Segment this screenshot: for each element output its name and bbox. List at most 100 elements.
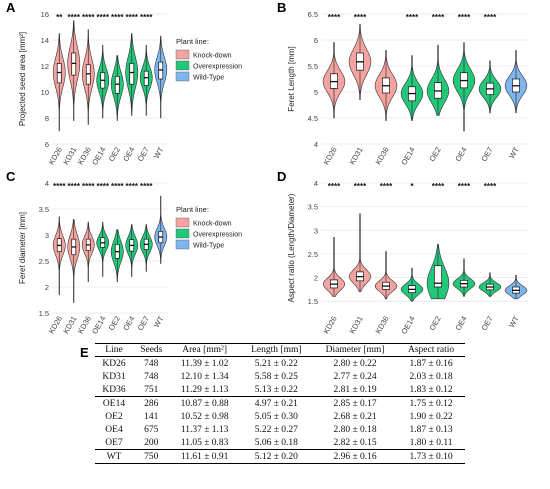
table-cell: 1.87 ± 0.16 xyxy=(409,358,453,369)
table-cell: 2.82 ± 0.15 xyxy=(333,437,377,448)
significance-label: **** xyxy=(328,13,341,22)
table-cell: OE14 xyxy=(95,396,133,410)
y-tick-label: 2.5 xyxy=(39,257,49,266)
x-tick-label: OE14 xyxy=(90,146,107,167)
x-tick-label: WT xyxy=(507,314,521,329)
significance-label: **** xyxy=(68,13,81,22)
table-row: OE7 200 11.05 ± 0.83 5.06 ± 0.18 2.82 ± 0.15… xyxy=(95,436,465,450)
table-cell: 2.80 ± 0.22 xyxy=(333,358,377,369)
x-tick-label: KD31 xyxy=(61,315,78,336)
violin-figure: A 6 8 10 12 14 16 Projected seed area [mm²] ** KD… xyxy=(6,0,529,336)
significance-label: **** xyxy=(140,13,153,22)
table-cell: WT xyxy=(95,449,133,464)
significance-label: **** xyxy=(82,182,95,191)
legend-label: Overexpression xyxy=(193,64,242,71)
table-cell: 2.81 ± 0.19 xyxy=(333,384,377,395)
table-cell: 2.68 ± 0.21 xyxy=(333,411,377,422)
box xyxy=(129,63,135,85)
y-tick-label: 10 xyxy=(41,88,49,97)
table-cell: 2.85 ± 0.17 xyxy=(312,396,398,410)
significance-label: **** xyxy=(458,13,471,22)
table-cell: 12.10 ± 1.34 xyxy=(180,371,229,382)
table-cell: 1.90 ± 0.22 xyxy=(409,411,453,422)
table-cell: 1.83 ± 0.12 xyxy=(409,384,453,395)
table-cell: OE7 xyxy=(105,437,123,448)
box xyxy=(434,265,442,288)
y-tick-label: 3.5 xyxy=(39,205,49,214)
legend-swatch xyxy=(175,239,190,250)
significance-label: **** xyxy=(126,13,139,22)
significance-label: **** xyxy=(354,182,367,191)
panel-A: A 6 8 10 12 14 16 Projected seed area [mm²] ** KD… xyxy=(6,0,168,167)
table-row: OE14 286 10.87 ± 0.88 4.97 ± 0.21 2.85 ± 0.1… xyxy=(95,396,465,410)
x-tick-label: WT xyxy=(152,314,166,329)
table-cell: 5.22 ± 0.27 xyxy=(254,424,298,435)
table-cell: 4.97 ± 0.21 xyxy=(239,396,313,410)
table-cell: 1.80 ± 0.11 xyxy=(409,437,453,448)
y-tick-label: 4 xyxy=(45,179,49,188)
table-cell: 5.21 ± 0.22 xyxy=(254,358,298,369)
significance-label: **** xyxy=(354,13,367,22)
significance-label: **** xyxy=(97,13,110,22)
table-cell: 11.05 ± 0.83 xyxy=(180,437,229,448)
panel-letter: C xyxy=(6,169,16,184)
panel-B: B 4 4.5 5 5.5 6 6.5 Feret Length [mm] **** KD26 **… xyxy=(277,0,529,167)
table-cell: 10.87 ± 0.88 xyxy=(169,396,240,410)
panel-letter-e: E xyxy=(80,345,89,360)
significance-label: **** xyxy=(380,182,393,191)
table-row: KD31 748 12.10 ± 1.34 5.58 ± 0.25 2.77 ± 0.2… xyxy=(95,370,465,383)
table-cell: OE2 xyxy=(105,411,123,422)
y-axis-label: Projected seed area [mm²] xyxy=(18,32,27,126)
legend-label: Knock-down xyxy=(193,53,232,60)
x-tick-label: OE4 xyxy=(453,315,468,333)
y-axis-label: Aspect ratio (Length/Diameter) xyxy=(287,193,296,302)
legend-title: Plant line: xyxy=(176,205,209,214)
significance-label: **** xyxy=(432,182,445,191)
significance-label: **** xyxy=(82,13,95,22)
significance-label: **** xyxy=(126,182,139,191)
significance-label: **** xyxy=(97,182,110,191)
table-cell: KD36 xyxy=(102,384,126,395)
x-tick-label: OE2 xyxy=(427,315,442,333)
table-cell: OE4 xyxy=(105,424,123,435)
x-tick-label: KD31 xyxy=(348,146,365,167)
table-cell: 1.87 ± 0.13 xyxy=(409,424,453,435)
y-tick-label: 1.5 xyxy=(39,309,49,318)
x-tick-label: OE14 xyxy=(90,315,107,336)
table-cell: 11.39 ± 1.02 xyxy=(180,358,229,369)
y-tick-label: 2 xyxy=(314,274,318,283)
significance-label: **** xyxy=(328,182,341,191)
table-cell: 748 xyxy=(144,358,159,369)
significance-label: **** xyxy=(484,13,497,22)
legend-swatch xyxy=(175,49,190,60)
significance-label: **** xyxy=(484,182,497,191)
significance-label: **** xyxy=(432,13,445,22)
table-cell: 748 xyxy=(144,371,159,382)
y-tick-label: 2 xyxy=(45,283,49,292)
header-aspect: Aspect ratio xyxy=(397,343,465,357)
x-tick-label: OE4 xyxy=(453,146,468,164)
legend-swatch xyxy=(175,228,190,239)
legend: Plant line: Knock-down Overexpression Wild-… xyxy=(175,37,242,82)
table-cell: 11.37 ± 1.13 xyxy=(180,424,229,435)
significance-label: * xyxy=(410,182,414,191)
table-cell: 5.05 ± 0.30 xyxy=(254,411,298,422)
significance-label: **** xyxy=(140,182,153,191)
significance-label: **** xyxy=(111,182,124,191)
header-length: Length [mm] xyxy=(239,343,313,357)
significance-label: **** xyxy=(111,13,124,22)
y-tick-label: 3.5 xyxy=(308,203,318,212)
table-header-row: Line Seeds Area [mm²] Length [mm] Diamet… xyxy=(95,343,465,357)
y-tick-label: 3 xyxy=(314,226,318,235)
table-cell: 1.75 ± 0.12 xyxy=(397,396,465,410)
y-tick-label: 4.5 xyxy=(308,114,318,123)
x-tick-label: OE7 xyxy=(136,146,151,164)
y-tick-label: 5.5 xyxy=(308,62,318,71)
x-tick-label: OE7 xyxy=(136,315,151,333)
header-diameter: Diameter [mm] xyxy=(312,343,398,357)
y-tick-label: 2.5 xyxy=(308,250,318,259)
x-tick-label: KD26 xyxy=(322,146,339,167)
y-axis-label: Feret Length [mm] xyxy=(287,46,296,111)
x-tick-label: KD26 xyxy=(47,146,64,167)
x-tick-label: KD36 xyxy=(374,315,391,336)
